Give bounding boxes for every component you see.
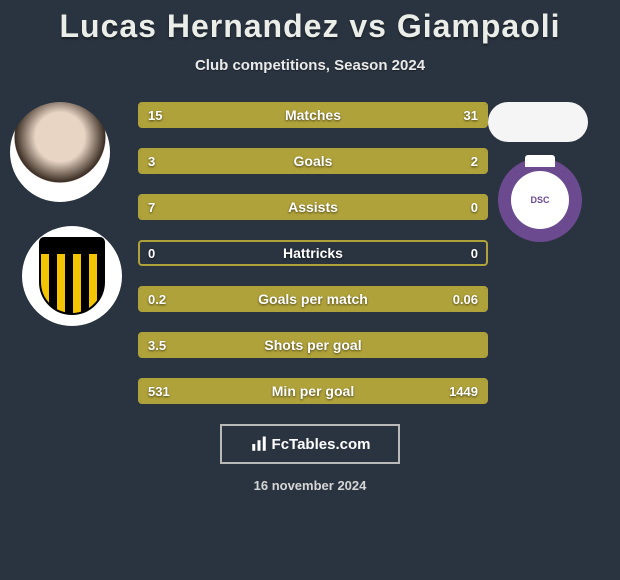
stat-bar: 1531Matches — [138, 102, 488, 128]
stat-value-left: 0.2 — [148, 288, 166, 310]
comparison-content: DSC 1531Matches32Goals70Assists00Hattric… — [0, 102, 620, 404]
player-left-avatar — [10, 102, 110, 202]
stat-value-right: 1449 — [449, 380, 478, 402]
page-subtitle: Club competitions, Season 2024 — [0, 57, 620, 74]
shield-icon — [39, 237, 105, 315]
stat-row: 32Goals — [138, 148, 488, 174]
stat-row: 70Assists — [138, 194, 488, 220]
stat-row: 3.5Shots per goal — [138, 332, 488, 358]
club-crest-left — [22, 226, 122, 326]
bars-icon — [250, 435, 268, 453]
stat-label: Hattricks — [140, 242, 486, 264]
stat-value-right: 31 — [464, 104, 478, 126]
stat-value-left: 3 — [148, 150, 155, 172]
bar-fill-left — [140, 288, 406, 310]
bar-fill-left — [140, 150, 348, 172]
stat-value-right: 0.06 — [453, 288, 478, 310]
stat-bar: 3.5Shots per goal — [138, 332, 488, 358]
stat-value-left: 7 — [148, 196, 155, 218]
stat-bar: 0.20.06Goals per match — [138, 286, 488, 312]
club-crest-right: DSC — [498, 158, 582, 242]
stat-bar: 0 0Hattricks — [138, 240, 488, 266]
stat-value-left: 531 — [148, 380, 170, 402]
stat-bar: 70Assists — [138, 194, 488, 220]
stat-bar: 32Goals — [138, 148, 488, 174]
stat-bar: 5311449Min per goal — [138, 378, 488, 404]
stat-value-left: 0 — [148, 242, 155, 264]
stat-value-right: 0 — [471, 242, 478, 264]
bar-fill-right — [253, 104, 486, 126]
stat-value-right: 0 — [471, 196, 478, 218]
stat-row: 0 0Hattricks — [138, 240, 488, 266]
bar-fill-right — [233, 380, 486, 402]
stat-row: 5311449Min per goal — [138, 378, 488, 404]
stat-value-left: 15 — [148, 104, 162, 126]
stat-row: 1531Matches — [138, 102, 488, 128]
stat-value-left: 3.5 — [148, 334, 166, 356]
player-right-avatar — [488, 102, 588, 142]
club-crest-right-inner: DSC — [511, 171, 569, 229]
stat-value-right: 2 — [471, 150, 478, 172]
stat-bars: 1531Matches32Goals70Assists00Hattricks0.… — [138, 102, 488, 404]
bar-fill-right — [348, 150, 486, 172]
brand-text: FcTables.com — [272, 436, 371, 453]
brand-footer: FcTables.com — [220, 424, 400, 464]
date-text: 16 november 2024 — [0, 478, 620, 493]
bar-fill-left — [140, 334, 486, 356]
page-title: Lucas Hernandez vs Giampaoli — [0, 0, 620, 45]
bar-fill-left — [140, 196, 486, 218]
stat-row: 0.20.06Goals per match — [138, 286, 488, 312]
